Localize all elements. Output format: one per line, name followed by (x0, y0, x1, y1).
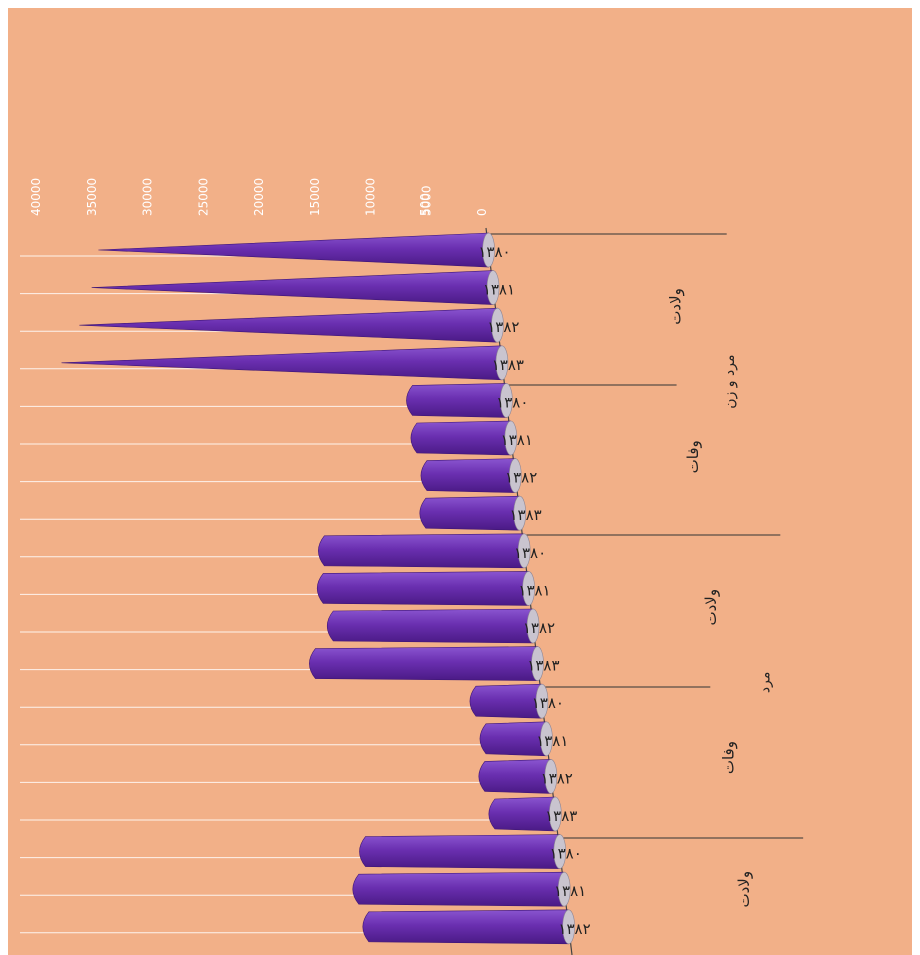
value-tick-label: 20000 (252, 178, 266, 216)
bar (359, 834, 561, 869)
super-group-label: مرد و زن (722, 355, 738, 409)
bar (309, 646, 538, 681)
category-label: ۱۳۸۳ (527, 657, 559, 675)
group-label: ولادت (702, 589, 720, 626)
bar-base (491, 307, 504, 343)
category-label: ۱۳۸۱ (554, 882, 586, 900)
bar-base (557, 871, 571, 907)
category-label: ۱۳۸۳ (510, 506, 542, 524)
bar (469, 683, 543, 719)
bar-base (549, 796, 562, 832)
category-label: ۱۳۸۲ (487, 318, 519, 336)
value-tick-label: 40000 (29, 178, 43, 216)
label-layer: ۱۳۸۰ ۱۳۸۱ ۱۳۸۲ ۱۳۸۳ ۱۳۸۰ ۱۳۸۱ ۱۳۸۲ ۱۳۸۳ ۱۳۸۰ ۱۳۸۱… (478, 243, 773, 938)
category-label: ۱۳۸۲ (505, 469, 537, 487)
bar-base (562, 909, 575, 945)
bar (362, 909, 569, 945)
bar-base (500, 383, 513, 418)
super-group-label: مرد (758, 672, 774, 693)
bar (406, 383, 507, 418)
bar-base (508, 458, 522, 493)
group-label: ولادت (735, 871, 753, 908)
category-label: ۱۳۸۱ (518, 581, 550, 599)
category-label: ۱۳۸۲ (541, 769, 573, 787)
bar-layer (61, 232, 575, 945)
category-label: ۱۳۸۱ (483, 281, 515, 299)
category-label: ۱۳۸۰ (550, 845, 582, 863)
category-label: ۱۳۸۱ (536, 732, 568, 750)
bar-base (544, 759, 558, 794)
bar (410, 420, 512, 456)
bar-base (504, 420, 518, 456)
category-label: ۱۳۸۳ (545, 807, 577, 825)
value-tick-label: 5000 (419, 185, 433, 216)
group-label: وفات (684, 440, 702, 473)
category-label: ۱۳۸۰ (496, 393, 528, 411)
bar-base (495, 345, 509, 381)
bar-base (517, 533, 531, 569)
category-label: ۱۳۸۰ (532, 694, 564, 712)
category-label: ۱۳۸۱ (501, 431, 533, 449)
group-label: ولادت (666, 288, 684, 325)
bar-base (531, 646, 544, 681)
category-label: ۱۳۸۲ (523, 619, 555, 637)
category-label: ۱۳۸۳ (492, 356, 524, 374)
bar-base (482, 232, 495, 268)
category-label: ۱۳۸۲ (558, 920, 590, 938)
bar-base (513, 495, 527, 531)
value-tick-label: 15000 (308, 178, 322, 216)
bar-base (540, 721, 553, 757)
bar-base (526, 608, 540, 644)
bar-base (553, 834, 567, 869)
value-tick-label: 35000 (85, 178, 99, 216)
bar (478, 759, 552, 794)
bar (479, 721, 547, 757)
bar (420, 458, 516, 493)
bar (488, 796, 556, 832)
bar (352, 871, 565, 907)
bar-base (535, 683, 549, 719)
bar-base (486, 270, 500, 305)
value-tick-label: 500 (418, 193, 432, 216)
group-label: وفات (720, 741, 738, 774)
value-tick-label: 0 (475, 208, 489, 216)
value-tick-label: 30000 (141, 178, 155, 216)
bar-base (522, 571, 535, 606)
bar (326, 608, 534, 644)
value-tick-label: 25000 (196, 178, 210, 216)
bar (316, 571, 529, 606)
value-tick-label: 10000 (364, 178, 378, 216)
category-label: ۱۳۸۰ (478, 243, 510, 261)
category-label: ۱۳۸۰ (514, 544, 546, 562)
bar (318, 533, 525, 569)
bar (419, 495, 521, 531)
